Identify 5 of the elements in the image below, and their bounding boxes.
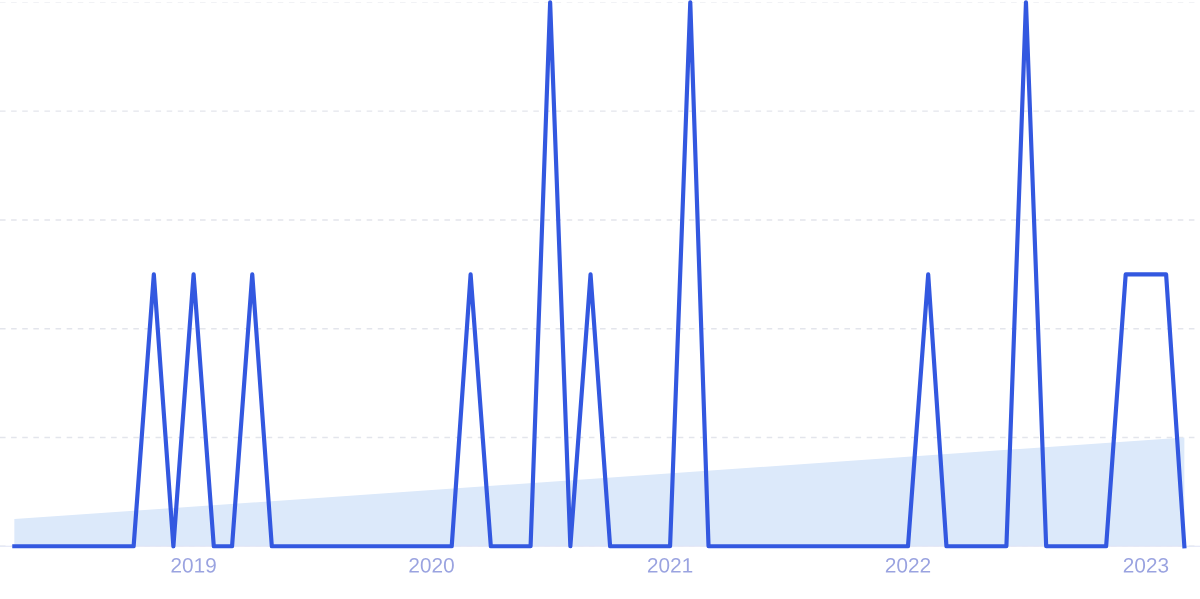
x-tick-label: 2023 (1123, 557, 1169, 573)
x-tick-label: 2022 (885, 557, 931, 573)
x-tick-label: 2020 (409, 557, 454, 573)
x-tick-label: 2021 (647, 557, 693, 573)
x-tick-label: 2019 (171, 557, 216, 573)
